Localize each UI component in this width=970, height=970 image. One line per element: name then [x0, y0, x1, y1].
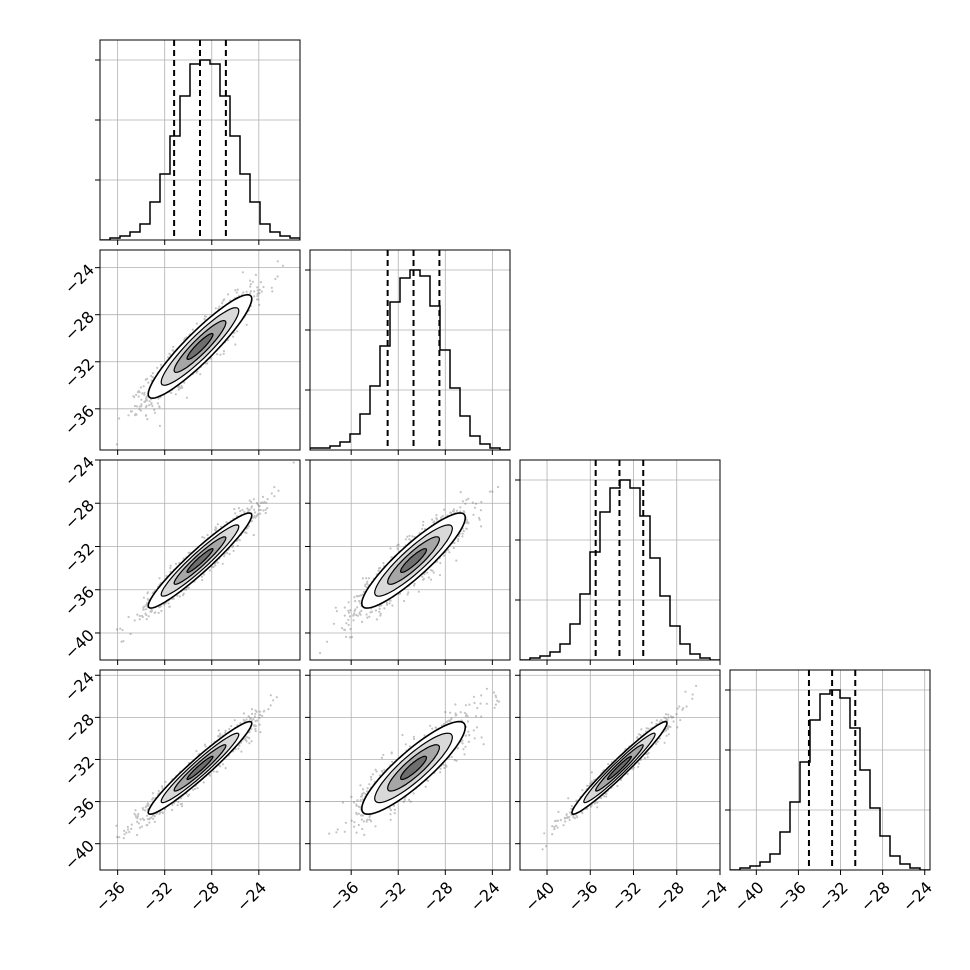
panel-1-1: [305, 249, 511, 455]
panel-frame: [729, 669, 931, 871]
x-tick-label: −24: [233, 878, 270, 915]
x-tick-label: −36: [325, 878, 362, 915]
x-tick-label: −32: [139, 878, 176, 915]
x-tick-label: −24: [694, 878, 731, 915]
contour-level-3: [186, 332, 214, 360]
panel-content: [310, 670, 510, 870]
x-tick-label: −24: [899, 878, 936, 915]
y-tick-label: −28: [61, 710, 98, 747]
x-tick-label: −36: [564, 878, 601, 915]
y-tick-label: −24: [61, 260, 98, 297]
panel-content: [310, 460, 510, 660]
x-tick-label: −40: [730, 878, 767, 915]
y-tick-label: −24: [61, 453, 98, 490]
y-tick-label: −28: [61, 307, 98, 344]
y-tick-label: −24: [61, 668, 98, 705]
panel-content: [100, 460, 300, 660]
panel-content: [100, 250, 300, 450]
y-tick-label: −32: [61, 752, 98, 789]
x-tick-label: −32: [815, 878, 852, 915]
x-tick-label: −40: [521, 878, 558, 915]
contour-level-3: [607, 755, 633, 781]
x-tick-label: −28: [419, 878, 456, 915]
panel-3-2: −40 −36 −32 −28 −24: [515, 669, 731, 915]
x-tick-label: −36: [772, 878, 809, 915]
panel-frame: [519, 459, 721, 661]
panel-3-3: −40 −36 −32 −28 −24: [725, 669, 936, 915]
panel-frame: [309, 669, 511, 871]
panel-frame: [309, 459, 511, 661]
histogram-3: [730, 689, 930, 870]
panel-3-1: −36 −32 −28 −24: [305, 669, 511, 915]
panel-3-0: −24 −28 −32 −36 −40 −36 −32 −28 −24: [61, 668, 301, 915]
panel-2-2: [515, 459, 721, 665]
x-tick-label: −28: [857, 878, 894, 915]
x-tick-label: −28: [651, 878, 688, 915]
panel-content: [520, 460, 720, 660]
panel-1-0: −24 −28 −32 −36: [61, 249, 301, 455]
y-tick-label: −32: [61, 539, 98, 576]
y-tick-label: −36: [61, 401, 98, 438]
y-tick-label: −40: [61, 836, 98, 873]
histogram-1: [310, 269, 510, 450]
panel-frame: [99, 459, 301, 661]
panel-frame: [99, 39, 301, 241]
panel-content: [100, 670, 300, 870]
y-tick-label: −36: [61, 794, 98, 831]
x-tick-label: −32: [372, 878, 409, 915]
panel-frame: [309, 249, 511, 451]
x-tick-label: −36: [92, 878, 129, 915]
panel-content: [310, 250, 510, 450]
contour-level-3: [186, 755, 214, 781]
panel-content: [730, 670, 930, 870]
x-tick-label: −32: [608, 878, 645, 915]
y-tick-label: −28: [61, 496, 98, 533]
contour-level-3: [399, 548, 428, 573]
x-tick-label: −28: [186, 878, 223, 915]
y-tick-label: −36: [61, 582, 98, 619]
contour-level-3: [399, 755, 428, 781]
y-tick-label: −40: [61, 626, 98, 663]
x-tick-label: −24: [466, 878, 503, 915]
panel-0-0: [95, 39, 301, 245]
panel-content: [100, 40, 300, 240]
panel-frame: [99, 669, 301, 871]
panel-frame: [519, 669, 721, 871]
panel-frame: [99, 249, 301, 451]
panel-2-1: [305, 459, 511, 665]
panel-2-0: −24 −28 −32 −36 −40: [61, 453, 301, 665]
panel-content: [520, 670, 720, 870]
contour-level-3: [186, 547, 214, 573]
y-tick-label: −32: [61, 354, 98, 391]
